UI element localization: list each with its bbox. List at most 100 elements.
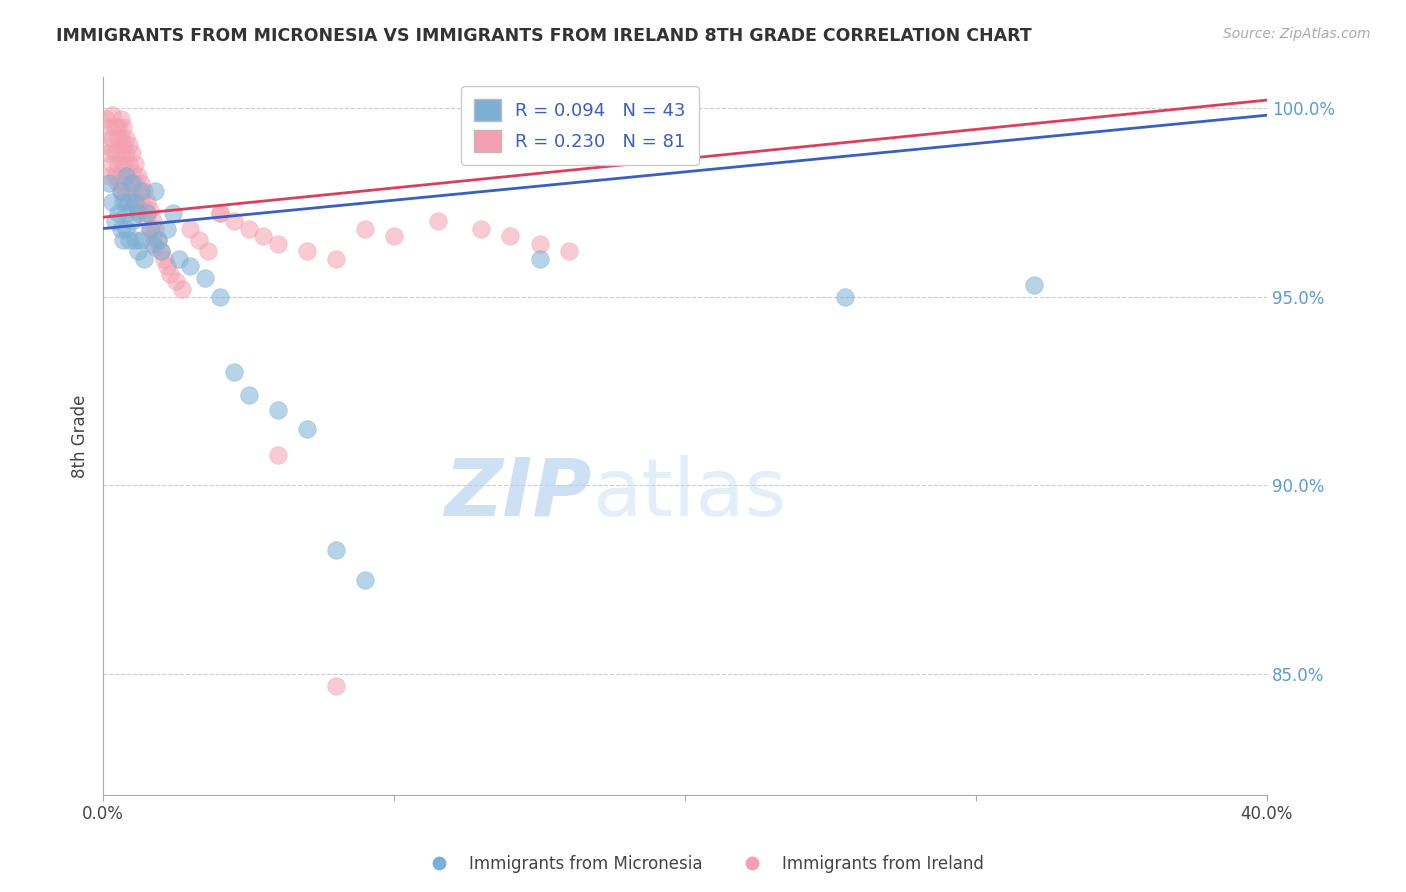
Point (129, 184, 152, 198)
Point (150, 244, 173, 259)
Point (135, 195, 157, 210)
Point (325, 252, 347, 266)
Point (101, 157, 124, 171)
Point (110, 112, 132, 126)
Y-axis label: 8th Grade: 8th Grade (72, 394, 89, 478)
Point (179, 260, 201, 274)
Point (110, 184, 132, 198)
Point (132, 202, 155, 217)
Text: IMMIGRANTS FROM MICRONESIA VS IMMIGRANTS FROM IRELAND 8TH GRADE CORRELATION CHAR: IMMIGRANTS FROM MICRONESIA VS IMMIGRANTS… (56, 27, 1032, 45)
Point (156, 221, 179, 235)
Point (222, 214, 245, 228)
Point (208, 289, 231, 303)
Point (135, 214, 157, 228)
Point (97, 120, 120, 134)
Point (97, 176, 120, 190)
Point (127, 184, 149, 198)
Point (121, 184, 143, 198)
Point (112, 176, 135, 190)
Point (101, 108, 124, 122)
Point (208, 206, 231, 220)
Point (110, 221, 132, 235)
Point (142, 229, 165, 244)
Legend: Immigrants from Micronesia, Immigrants from Ireland: Immigrants from Micronesia, Immigrants f… (415, 848, 991, 880)
Point (118, 176, 141, 190)
Point (170, 282, 193, 296)
Point (138, 221, 160, 235)
Point (295, 422, 318, 436)
Point (124, 233, 146, 247)
Point (104, 214, 127, 228)
Point (104, 146, 127, 161)
Point (107, 157, 129, 171)
Point (208, 206, 231, 220)
Point (97, 146, 120, 161)
Point (115, 169, 138, 183)
Point (159, 267, 181, 281)
Point (382, 229, 405, 244)
Point (470, 221, 492, 235)
Point (156, 260, 179, 274)
Point (112, 138, 135, 153)
Point (112, 233, 135, 247)
Point (325, 542, 347, 557)
Point (142, 214, 165, 228)
Point (145, 184, 167, 198)
Point (1024, 278, 1046, 293)
Point (124, 195, 146, 210)
Point (112, 195, 135, 210)
Point (127, 169, 149, 183)
Point (238, 221, 260, 235)
Point (118, 157, 141, 171)
Point (267, 236, 290, 251)
Point (112, 120, 135, 134)
Text: Source: ZipAtlas.com: Source: ZipAtlas.com (1223, 27, 1371, 41)
Point (142, 236, 165, 251)
Point (94, 138, 117, 153)
Point (153, 252, 176, 266)
Point (124, 157, 146, 171)
Point (529, 236, 551, 251)
Point (165, 274, 187, 288)
Point (295, 244, 318, 259)
Point (110, 169, 132, 183)
Point (121, 146, 143, 161)
Point (834, 289, 856, 303)
Point (121, 176, 143, 190)
Point (124, 176, 146, 190)
Point (115, 169, 138, 183)
Point (267, 448, 290, 462)
Point (127, 244, 149, 259)
Point (110, 184, 132, 198)
Point (188, 233, 211, 247)
Point (148, 233, 170, 247)
Point (110, 146, 132, 161)
Point (179, 221, 201, 235)
Point (107, 120, 129, 134)
Point (129, 195, 152, 210)
Point (104, 120, 127, 134)
Point (222, 365, 245, 379)
Point (97, 169, 120, 183)
Point (115, 146, 138, 161)
Point (529, 252, 551, 266)
Point (499, 229, 522, 244)
Point (138, 221, 160, 235)
Point (162, 206, 184, 220)
Point (132, 252, 155, 266)
Point (325, 679, 347, 693)
Point (124, 195, 146, 210)
Point (107, 176, 129, 190)
Text: atlas: atlas (592, 455, 786, 533)
Point (129, 233, 152, 247)
Point (129, 176, 152, 190)
Point (127, 206, 149, 220)
Point (135, 206, 157, 220)
Point (150, 244, 173, 259)
Point (101, 131, 124, 145)
Point (115, 206, 138, 220)
Point (238, 387, 260, 401)
Point (557, 244, 579, 259)
Point (167, 252, 190, 266)
Point (115, 221, 138, 235)
